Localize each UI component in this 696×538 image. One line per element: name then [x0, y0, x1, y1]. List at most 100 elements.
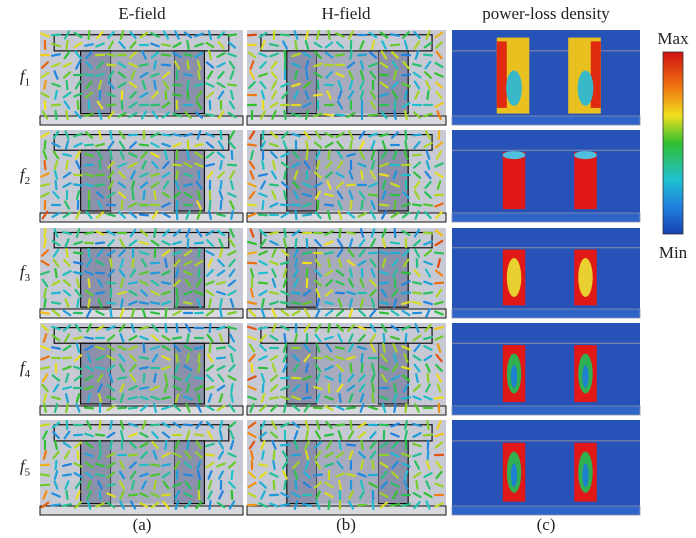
field-arrow [195, 347, 203, 348]
field-arrow [372, 384, 373, 392]
power-substrate [452, 309, 640, 318]
field-arrow [369, 195, 377, 196]
field-arrow [380, 282, 388, 283]
field-arrow [232, 471, 233, 479]
field-arrow [284, 191, 286, 199]
field-arrow [85, 44, 93, 46]
field-arrow [110, 441, 112, 449]
field-arrow [100, 441, 101, 449]
field-arrow [259, 283, 267, 284]
dielectric-block [287, 150, 317, 211]
field-arrow [328, 151, 330, 159]
field-arrow [416, 374, 418, 382]
field-arrow [209, 299, 211, 307]
field-arrow [52, 35, 60, 36]
field-arrow [184, 54, 192, 56]
field-arrow [177, 324, 178, 332]
field-arrow [248, 205, 256, 206]
dielectric-block [287, 343, 317, 404]
field-arrow [413, 204, 421, 205]
field-arrow [96, 435, 104, 436]
field-arrow [66, 41, 67, 49]
field-arrow [424, 55, 432, 56]
field-arrow [173, 134, 181, 136]
field-arrow [259, 174, 267, 176]
field-arrow [231, 211, 232, 219]
field-arrow [210, 324, 211, 332]
row-label: f2 [20, 165, 30, 187]
power-substrate [452, 213, 640, 222]
field-arrow [402, 165, 410, 166]
field-arrow [339, 441, 341, 449]
field-arrow [110, 421, 112, 429]
field-arrow [380, 425, 388, 426]
field-arrow [220, 181, 221, 189]
row-label-sub: 5 [25, 466, 31, 478]
figure: Max Min E-field H-field power-loss density… [0, 0, 696, 538]
field-arrow [217, 358, 225, 359]
field-arrow [165, 324, 166, 332]
field-arrow [402, 293, 410, 294]
field-arrow [351, 364, 352, 372]
field-arrow [413, 135, 421, 136]
field-arrow [221, 201, 222, 209]
field-arrow [66, 249, 67, 257]
column-title: E-field [118, 4, 166, 23]
field-arrow [292, 348, 300, 349]
field-arrow [424, 204, 432, 205]
field-arrow [380, 388, 388, 389]
field-arrow [347, 232, 355, 234]
field-arrow [198, 71, 199, 79]
field-arrow [339, 229, 340, 237]
field-arrow [325, 205, 333, 206]
field-arrow [303, 214, 311, 215]
field-arrow [122, 101, 123, 109]
field-arrow [347, 185, 355, 186]
center-region [317, 248, 379, 307]
field-arrow [307, 151, 308, 159]
colorbar-max: Max [657, 29, 689, 48]
power-bg [452, 130, 640, 222]
field-arrow [187, 41, 188, 49]
field-arrow [67, 81, 68, 89]
field-arrow [52, 54, 60, 56]
field-arrow [162, 54, 170, 55]
field-arrow [296, 239, 297, 247]
field-arrow [384, 334, 385, 342]
field-arrow [328, 324, 330, 332]
field-arrow [351, 201, 352, 209]
field-arrow [358, 55, 366, 56]
field-arrow [184, 425, 192, 426]
field-arrow [281, 504, 289, 506]
field-arrow [110, 151, 111, 159]
field-arrow [391, 45, 399, 46]
field-arrow [74, 337, 82, 338]
field-arrow [199, 269, 200, 277]
field-arrow [362, 201, 363, 209]
field-arrow [217, 348, 225, 349]
column-title: H-field [321, 4, 371, 23]
field-arrow [281, 35, 289, 36]
center-region [111, 150, 174, 211]
field-arrow [231, 384, 232, 392]
field-arrow [140, 215, 148, 216]
field-arrow [318, 81, 319, 89]
field-arrow [362, 364, 363, 372]
field-arrow [85, 145, 93, 146]
field-arrow [231, 394, 233, 402]
field-arrow [155, 249, 156, 257]
field-arrow [107, 302, 115, 303]
field-arrow [140, 302, 148, 303]
row-label-sub: 1 [25, 76, 31, 88]
field-arrow [336, 54, 344, 55]
field-arrow [274, 451, 275, 459]
field-arrow [184, 205, 192, 206]
field-arrow [209, 501, 210, 509]
field-arrow [350, 51, 351, 59]
row-label: f3 [20, 262, 31, 284]
colorbar-min: Min [659, 243, 688, 262]
column-title: power-loss density [482, 4, 610, 23]
dielectric-block [81, 51, 111, 114]
field-arrow [199, 354, 200, 362]
loss-blob [578, 258, 592, 297]
